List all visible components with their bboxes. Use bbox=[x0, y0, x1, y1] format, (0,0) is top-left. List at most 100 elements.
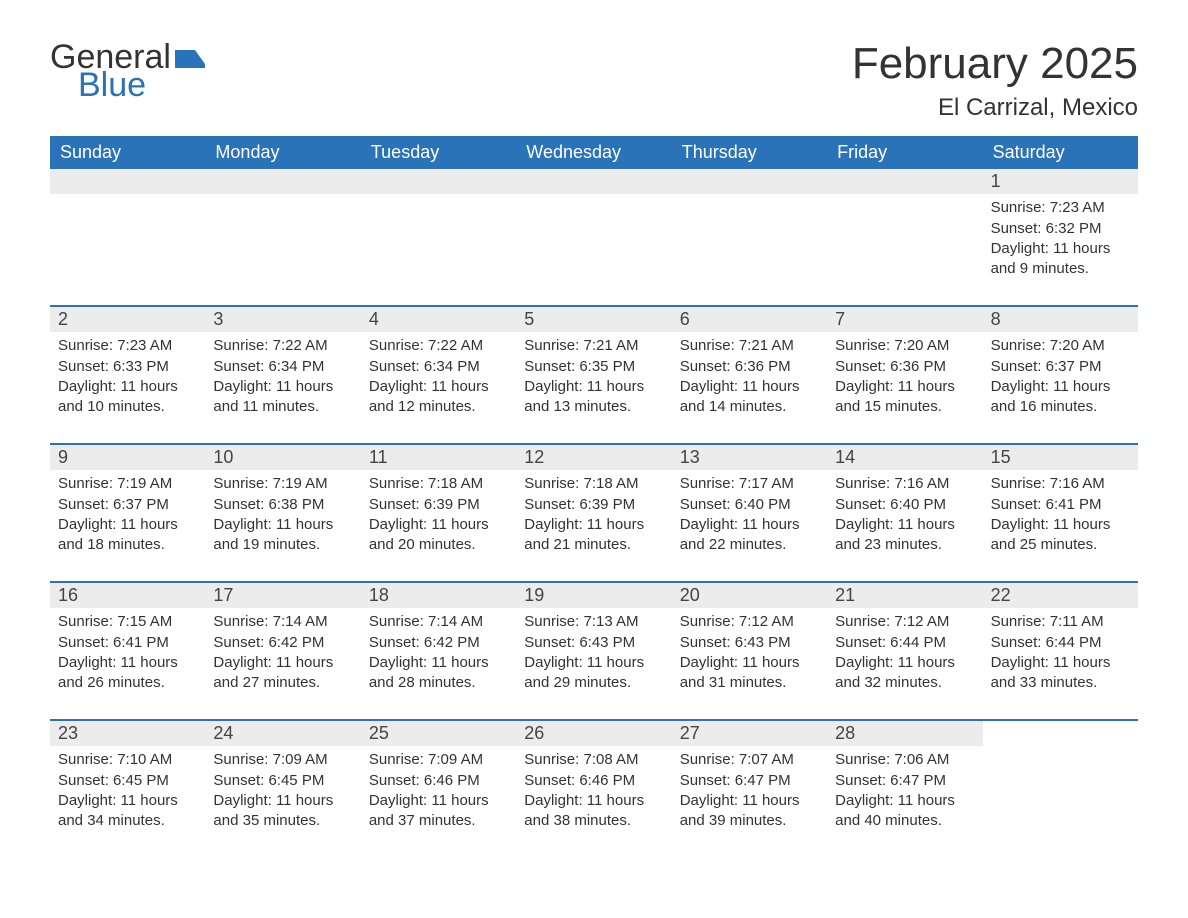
day1-line: Daylight: 11 hours bbox=[991, 653, 1130, 673]
sunset-line: Sunset: 6:34 PM bbox=[369, 357, 508, 377]
day2-line: and 11 minutes. bbox=[213, 397, 352, 417]
day-number: 4 bbox=[361, 307, 516, 332]
sunset-line: Sunset: 6:37 PM bbox=[58, 495, 197, 515]
day2-line: and 26 minutes. bbox=[58, 673, 197, 693]
sunset-line: Sunset: 6:41 PM bbox=[58, 633, 197, 653]
calendar: Sunday Monday Tuesday Wednesday Thursday… bbox=[50, 136, 1138, 841]
day-details: Sunrise: 7:11 AMSunset: 6:44 PMDaylight:… bbox=[991, 612, 1130, 693]
calendar-day: 22 Sunrise: 7:11 AMSunset: 6:44 PMDayligh… bbox=[983, 583, 1138, 703]
sunrise-line: Sunrise: 7:20 AM bbox=[835, 336, 974, 356]
calendar-day: 7Sunrise: 7:20 AMSunset: 6:36 PMDaylight… bbox=[827, 307, 982, 427]
day-number: 24 bbox=[205, 721, 360, 746]
day2-line: and 39 minutes. bbox=[680, 811, 819, 831]
day2-line: and 15 minutes. bbox=[835, 397, 974, 417]
calendar-week: 2 Sunrise: 7:23 AMSunset: 6:33 PMDaylight… bbox=[50, 305, 1138, 427]
day1-line: Daylight: 11 hours bbox=[991, 377, 1130, 397]
day-details: Sunrise: 7:23 AMSunset: 6:33 PMDaylight:… bbox=[58, 336, 197, 417]
dow-tuesday: Tuesday bbox=[361, 136, 516, 169]
day-details: Sunrise: 7:16 AMSunset: 6:40 PMDaylight:… bbox=[835, 474, 974, 555]
day1-line: Daylight: 11 hours bbox=[58, 653, 197, 673]
day2-line: and 25 minutes. bbox=[991, 535, 1130, 555]
calendar-day: 1Sunrise: 7:23 AMSunset: 6:32 PMDaylight… bbox=[983, 169, 1138, 289]
day1-line: Daylight: 11 hours bbox=[524, 515, 663, 535]
calendar-day bbox=[205, 169, 360, 289]
day2-line: and 31 minutes. bbox=[680, 673, 819, 693]
day-details: Sunrise: 7:18 AMSunset: 6:39 PMDaylight:… bbox=[369, 474, 508, 555]
day-number bbox=[672, 169, 827, 194]
day1-line: Daylight: 11 hours bbox=[524, 791, 663, 811]
day-number: 7 bbox=[827, 307, 982, 332]
sunrise-line: Sunrise: 7:07 AM bbox=[680, 750, 819, 770]
dow-sunday: Sunday bbox=[50, 136, 205, 169]
day-number: 22 bbox=[983, 583, 1138, 608]
header-row: General Blue February 2025 El Carrizal, … bbox=[50, 40, 1138, 122]
sunrise-line: Sunrise: 7:19 AM bbox=[213, 474, 352, 494]
sunrise-line: Sunrise: 7:17 AM bbox=[680, 474, 819, 494]
day-details: Sunrise: 7:14 AMSunset: 6:42 PMDaylight:… bbox=[213, 612, 352, 693]
day-details: Sunrise: 7:21 AMSunset: 6:35 PMDaylight:… bbox=[524, 336, 663, 417]
day1-line: Daylight: 11 hours bbox=[835, 791, 974, 811]
sunset-line: Sunset: 6:39 PM bbox=[524, 495, 663, 515]
sunset-line: Sunset: 6:41 PM bbox=[991, 495, 1130, 515]
calendar-week: 23Sunrise: 7:10 AMSunset: 6:45 PMDayligh… bbox=[50, 719, 1138, 841]
dow-thursday: Thursday bbox=[672, 136, 827, 169]
calendar-day: 10Sunrise: 7:19 AMSunset: 6:38 PMDayligh… bbox=[205, 445, 360, 565]
day1-line: Daylight: 11 hours bbox=[369, 515, 508, 535]
calendar-day: 23Sunrise: 7:10 AMSunset: 6:45 PMDayligh… bbox=[50, 721, 205, 841]
sunrise-line: Sunrise: 7:21 AM bbox=[524, 336, 663, 356]
calendar-day: 5Sunrise: 7:21 AMSunset: 6:35 PMDaylight… bbox=[516, 307, 671, 427]
day-number: 15 bbox=[983, 445, 1138, 470]
calendar-day bbox=[672, 169, 827, 289]
calendar-day: 20Sunrise: 7:12 AMSunset: 6:43 PMDayligh… bbox=[672, 583, 827, 703]
sunset-line: Sunset: 6:34 PM bbox=[213, 357, 352, 377]
day-details: Sunrise: 7:22 AMSunset: 6:34 PMDaylight:… bbox=[213, 336, 352, 417]
day-details: Sunrise: 7:21 AMSunset: 6:36 PMDaylight:… bbox=[680, 336, 819, 417]
sunrise-line: Sunrise: 7:22 AM bbox=[213, 336, 352, 356]
day1-line: Daylight: 11 hours bbox=[680, 791, 819, 811]
calendar-day: 8Sunrise: 7:20 AMSunset: 6:37 PMDaylight… bbox=[983, 307, 1138, 427]
sunrise-line: Sunrise: 7:23 AM bbox=[58, 336, 197, 356]
sunrise-line: Sunrise: 7:16 AM bbox=[991, 474, 1130, 494]
day-details: Sunrise: 7:19 AMSunset: 6:37 PMDaylight:… bbox=[58, 474, 197, 555]
calendar-week: 9Sunrise: 7:19 AMSunset: 6:37 PMDaylight… bbox=[50, 443, 1138, 565]
dow-friday: Friday bbox=[827, 136, 982, 169]
calendar-day: 9Sunrise: 7:19 AMSunset: 6:37 PMDaylight… bbox=[50, 445, 205, 565]
day1-line: Daylight: 11 hours bbox=[524, 653, 663, 673]
calendar-day bbox=[50, 169, 205, 289]
day-number: 2 bbox=[50, 307, 205, 332]
sunrise-line: Sunrise: 7:23 AM bbox=[991, 198, 1130, 218]
day2-line: and 32 minutes. bbox=[835, 673, 974, 693]
day2-line: and 13 minutes. bbox=[524, 397, 663, 417]
sunrise-line: Sunrise: 7:12 AM bbox=[680, 612, 819, 632]
day1-line: Daylight: 11 hours bbox=[213, 515, 352, 535]
day1-line: Daylight: 11 hours bbox=[991, 239, 1130, 259]
day-number bbox=[205, 169, 360, 194]
sunset-line: Sunset: 6:42 PM bbox=[213, 633, 352, 653]
day-details: Sunrise: 7:06 AMSunset: 6:47 PMDaylight:… bbox=[835, 750, 974, 831]
day-details: Sunrise: 7:14 AMSunset: 6:42 PMDaylight:… bbox=[369, 612, 508, 693]
calendar-day bbox=[983, 721, 1138, 841]
day-number: 17 bbox=[205, 583, 360, 608]
sunrise-line: Sunrise: 7:14 AM bbox=[213, 612, 352, 632]
day-details: Sunrise: 7:18 AMSunset: 6:39 PMDaylight:… bbox=[524, 474, 663, 555]
calendar-day bbox=[516, 169, 671, 289]
day2-line: and 20 minutes. bbox=[369, 535, 508, 555]
sunset-line: Sunset: 6:32 PM bbox=[991, 219, 1130, 239]
sunrise-line: Sunrise: 7:08 AM bbox=[524, 750, 663, 770]
calendar-day: 12Sunrise: 7:18 AMSunset: 6:39 PMDayligh… bbox=[516, 445, 671, 565]
day1-line: Daylight: 11 hours bbox=[58, 515, 197, 535]
sunset-line: Sunset: 6:47 PM bbox=[835, 771, 974, 791]
day-number: 13 bbox=[672, 445, 827, 470]
day-number: 8 bbox=[983, 307, 1138, 332]
sunset-line: Sunset: 6:39 PM bbox=[369, 495, 508, 515]
day1-line: Daylight: 11 hours bbox=[835, 515, 974, 535]
day2-line: and 18 minutes. bbox=[58, 535, 197, 555]
day-details: Sunrise: 7:12 AMSunset: 6:44 PMDaylight:… bbox=[835, 612, 974, 693]
location-label: El Carrizal, Mexico bbox=[852, 94, 1138, 122]
sunset-line: Sunset: 6:43 PM bbox=[680, 633, 819, 653]
calendar-day: 21Sunrise: 7:12 AMSunset: 6:44 PMDayligh… bbox=[827, 583, 982, 703]
day2-line: and 40 minutes. bbox=[835, 811, 974, 831]
dow-monday: Monday bbox=[205, 136, 360, 169]
sunrise-line: Sunrise: 7:21 AM bbox=[680, 336, 819, 356]
calendar-day: 24Sunrise: 7:09 AMSunset: 6:45 PMDayligh… bbox=[205, 721, 360, 841]
